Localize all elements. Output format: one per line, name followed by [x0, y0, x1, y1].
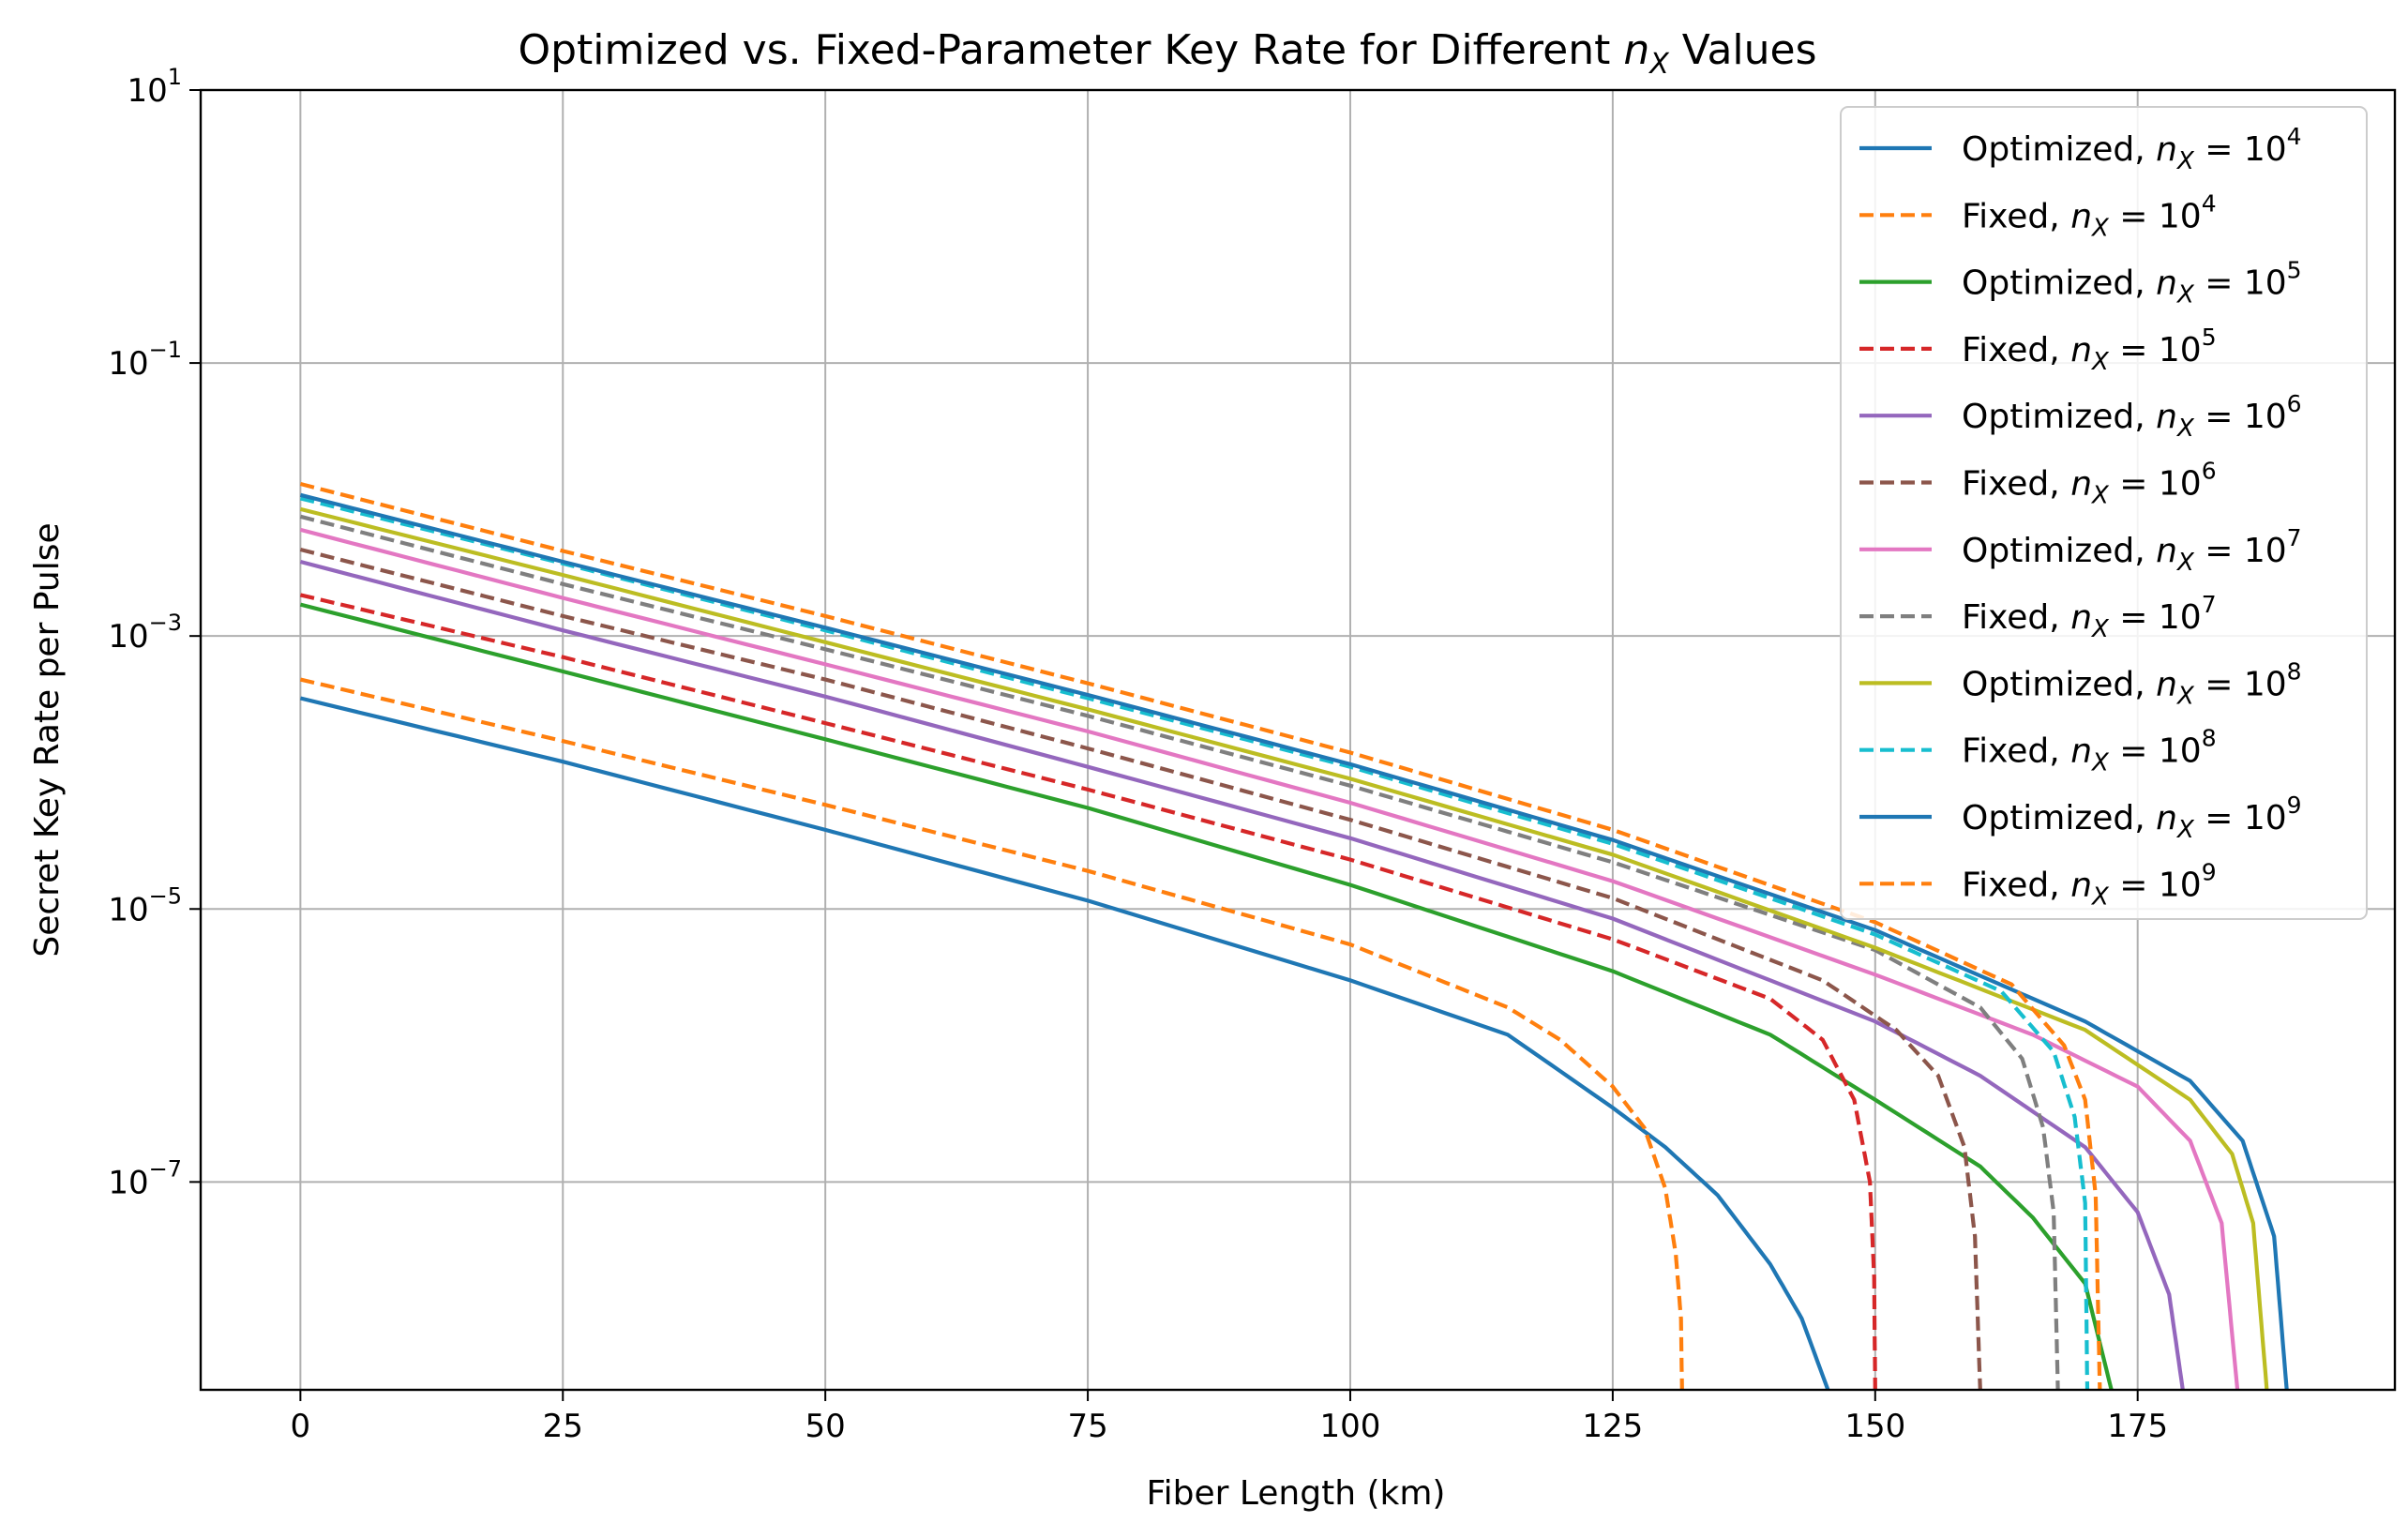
legend-entry: Optimized, nX = 104 — [1962, 123, 2302, 175]
legend-entry: Fixed, nX = 106 — [1962, 458, 2217, 510]
y-tick-label: 10−3 — [108, 610, 182, 656]
legend-entry: Optimized, nX = 105 — [1962, 257, 2302, 309]
series-line — [299, 506, 2269, 1390]
x-axis-ticks: 0 25 50 75 100 125 150 175 — [291, 1390, 2168, 1445]
chart-title: Optimized vs. Fixed-Parameter Key Rate f… — [518, 26, 1816, 81]
series-line — [299, 559, 2185, 1390]
series-line — [299, 481, 2102, 1390]
x-tick-label: 50 — [805, 1408, 846, 1445]
y-tick-label: 10−1 — [108, 337, 182, 383]
series-line — [299, 602, 2114, 1390]
series-line — [299, 677, 1684, 1390]
y-axis-ticks: 101 10−1 10−3 10−5 10−7 — [108, 64, 201, 1201]
y-tick-label: 101 — [127, 64, 182, 110]
legend-entry: Fixed, nX = 108 — [1962, 725, 2217, 777]
series-line — [299, 492, 2289, 1390]
legend-entry: Optimized, nX = 106 — [1962, 390, 2302, 443]
x-tick-label: 150 — [1844, 1408, 1905, 1445]
x-tick-label: 25 — [543, 1408, 583, 1445]
x-tick-label: 75 — [1067, 1408, 1107, 1445]
legend-entry: Fixed, nX = 105 — [1962, 324, 2217, 376]
y-tick-label: 10−5 — [108, 882, 182, 928]
series-line — [299, 593, 1877, 1390]
series-line — [299, 547, 1982, 1390]
series-line — [299, 696, 1830, 1390]
x-tick-label: 175 — [2107, 1408, 2168, 1445]
x-tick-label: 125 — [1582, 1408, 1643, 1445]
y-axis-label: Secret Key Rate per Pulse — [28, 522, 67, 957]
x-axis-label: Fiber Length (km) — [1147, 1474, 1446, 1513]
legend-box — [1840, 106, 2368, 920]
plot-frame — [199, 88, 2397, 1392]
series-line — [299, 514, 2060, 1390]
x-tick-label: 100 — [1320, 1408, 1381, 1445]
series-lines — [299, 481, 2289, 1390]
legend-entry: Fixed, nX = 107 — [1962, 591, 2217, 643]
legend-entry: Optimized, nX = 108 — [1962, 657, 2302, 710]
legend: Optimized, nX = 104 Fixed, nX = 104 Optimi… — [1840, 106, 2368, 920]
series-line — [299, 496, 2090, 1390]
legend-entry: Fixed, nX = 104 — [1962, 189, 2217, 242]
legend-entry: Optimized, nX = 107 — [1962, 524, 2302, 577]
series-line — [299, 527, 2240, 1390]
y-tick-label: 10−7 — [108, 1155, 182, 1201]
legend-entry: Optimized, nX = 109 — [1962, 792, 2302, 844]
x-tick-label: 0 — [291, 1408, 311, 1445]
legend-entry: Fixed, nX = 109 — [1962, 858, 2217, 911]
